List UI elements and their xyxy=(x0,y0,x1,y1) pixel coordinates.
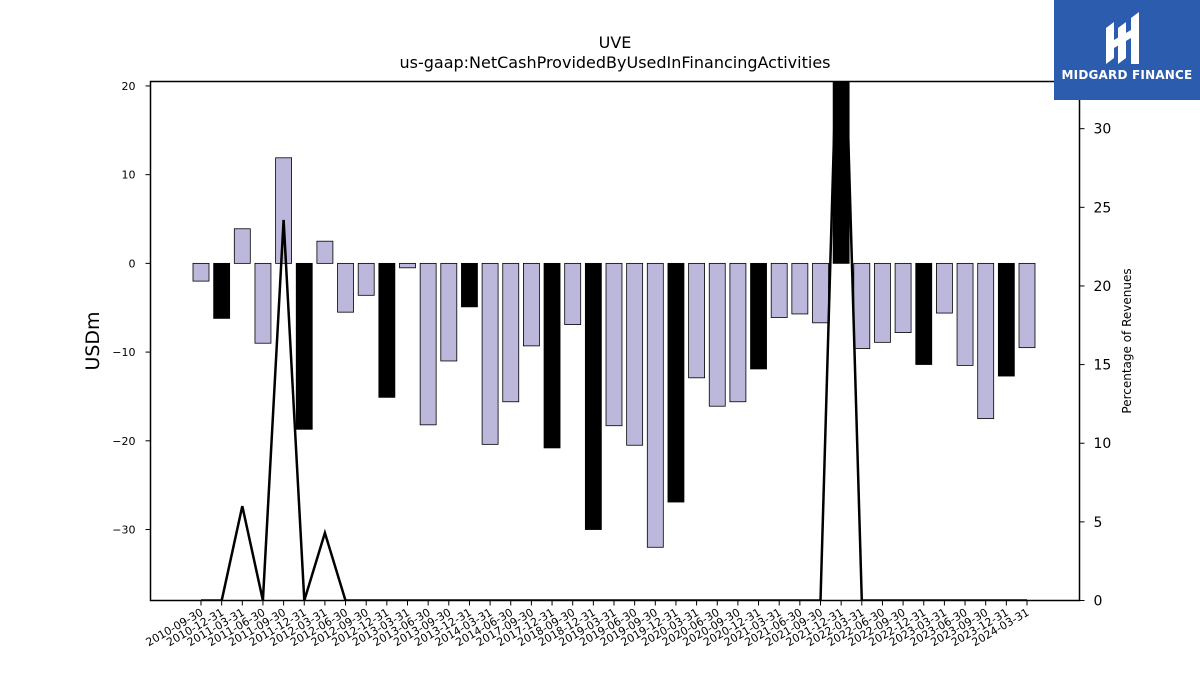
revenue-percentage-line xyxy=(201,81,1027,601)
bar-2023-12-31 xyxy=(997,262,1015,377)
y2-tick-label: 5 xyxy=(1094,515,1103,531)
y2-tick-label: 25 xyxy=(1094,200,1112,216)
y2-tick-label: 10 xyxy=(1094,436,1112,452)
y2-axis-label: Percentage of Revenues xyxy=(1120,268,1134,413)
bar-2013-09-30 xyxy=(440,262,458,362)
bar-2024-03-31 xyxy=(1018,262,1036,349)
bar-2013-03-31 xyxy=(399,262,416,269)
bar-2021-03-31 xyxy=(770,262,788,318)
y-axis-label: USDm xyxy=(82,311,104,370)
bars-layer xyxy=(192,81,1036,548)
bar-2014-03-31 xyxy=(481,262,499,445)
bar-2019-06-30 xyxy=(626,262,644,446)
bar-2012-03-31 xyxy=(316,240,334,264)
bar-2020-09-30 xyxy=(729,262,747,403)
bar-2023-03-31 xyxy=(936,262,953,314)
bar-2011-12-31 xyxy=(295,262,313,430)
bar-2010-09-30 xyxy=(192,262,210,282)
brand-logo-text: MIDGARD FINANCE xyxy=(1061,68,1193,82)
y-tick-label: 20 xyxy=(122,80,136,93)
bar-2017-09-30 xyxy=(523,262,540,347)
bar-2021-06-30 xyxy=(791,262,809,315)
bar-2012-09-30 xyxy=(357,262,375,296)
bar-2011-09-30 xyxy=(275,157,293,264)
x-axis: 2010-09-302010-12-312011-03-312011-06-30… xyxy=(144,600,1032,649)
bar-2020-06-30 xyxy=(708,262,726,407)
y2-tick-label: 20 xyxy=(1094,279,1112,295)
bar-2022-06-30 xyxy=(874,262,891,343)
y-tick-label: −30 xyxy=(112,524,135,537)
bar-2012-12-31 xyxy=(378,262,396,398)
bar-2023-06-30 xyxy=(956,262,974,366)
bar-2022-09-30 xyxy=(894,262,912,333)
bar-2019-09-30 xyxy=(646,262,664,548)
plot-frame xyxy=(149,80,1081,602)
bar-2023-09-30 xyxy=(977,262,995,420)
y-tick-label: 10 xyxy=(122,169,136,182)
y-tick-label: 0 xyxy=(129,257,136,270)
bar-2019-03-31 xyxy=(605,262,623,427)
bar-2013-12-31 xyxy=(461,262,478,308)
y-tick-label: −20 xyxy=(112,435,135,448)
chart-subtitle: us-gaap:NetCashProvidedByUsedInFinancing… xyxy=(399,53,830,72)
bar-2010-12-31 xyxy=(213,262,231,319)
bar-2021-09-30 xyxy=(812,262,829,324)
bar-2013-06-30 xyxy=(419,262,437,426)
bar-2022-12-31 xyxy=(915,262,933,365)
bar-2012-06-30 xyxy=(337,262,354,313)
chart-title: UVE xyxy=(599,33,632,52)
bar-2020-03-31 xyxy=(688,262,705,379)
y2-tick-label: 0 xyxy=(1094,594,1103,610)
y-tick-label: −10 xyxy=(112,346,135,359)
bar-2022-03-31 xyxy=(853,262,871,349)
y2-tick-label: 30 xyxy=(1094,122,1112,138)
bar-2019-12-31 xyxy=(667,262,685,503)
bar-2017-12-31 xyxy=(543,262,561,449)
bar-2018-09-30 xyxy=(564,262,582,325)
bar-2011-06-30 xyxy=(254,262,272,344)
y-axis-left: 20 10 0 −10 −20 −30 xyxy=(112,80,151,537)
bar-2020-12-31 xyxy=(750,262,767,370)
y2-tick-label: 15 xyxy=(1094,358,1112,374)
bar-2018-12-31 xyxy=(584,262,602,530)
bar-2014-06-30 xyxy=(502,262,520,403)
midgard-logo-icon xyxy=(1106,12,1139,64)
brand-logo: MIDGARD FINANCE xyxy=(1054,0,1200,100)
bar-2011-03-31 xyxy=(233,228,251,264)
line-layer xyxy=(201,81,1027,601)
y-axis-right: 0 5 10 15 20 25 30 xyxy=(1079,122,1112,610)
